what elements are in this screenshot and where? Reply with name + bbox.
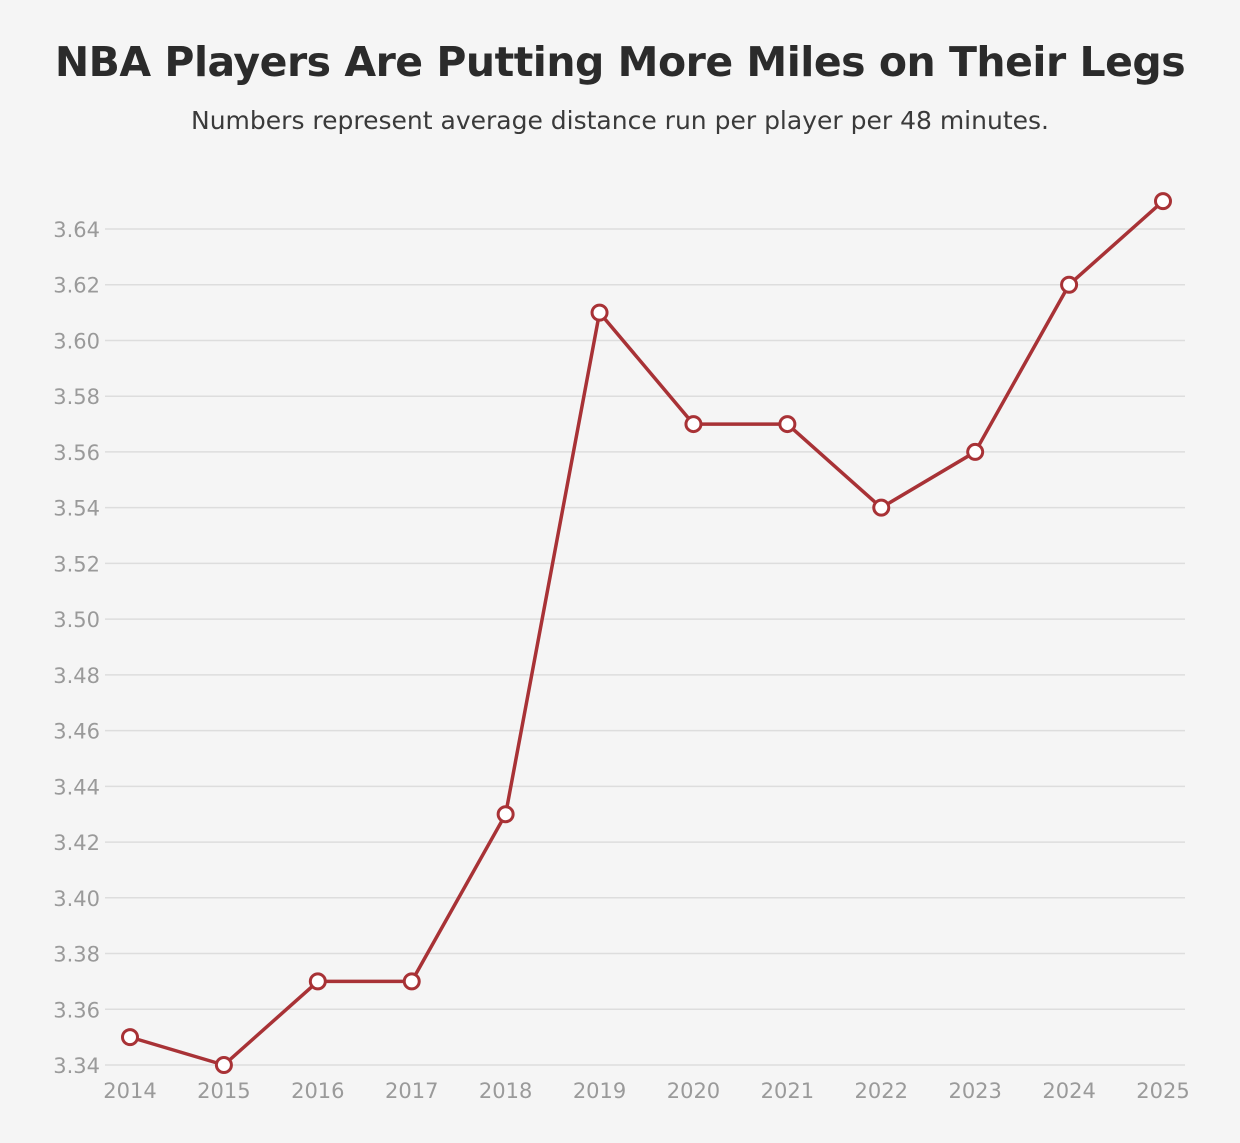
data-points <box>121 192 1172 1074</box>
y-tick-label: 3.46 <box>53 720 100 744</box>
y-tick-label: 3.58 <box>53 385 100 409</box>
y-tick-label: 3.60 <box>53 329 100 353</box>
y-tick-label: 3.38 <box>53 943 100 967</box>
data-point <box>214 1056 233 1074</box>
x-tick-label: 2018 <box>479 1079 532 1103</box>
x-tick-label: 2017 <box>385 1079 438 1103</box>
x-tick-label: 2024 <box>1042 1079 1095 1103</box>
y-axis-ticks: 3.34 3.36 3.38 3.40 3.42 3.44 3.46 3.48 3.50 3.52… <box>53 218 100 1078</box>
data-point <box>402 972 421 991</box>
series-line-layer <box>128 199 1165 1067</box>
data-point <box>1154 192 1172 211</box>
y-tick-label: 3.52 <box>53 552 100 576</box>
x-tick-label: 2023 <box>948 1079 1001 1103</box>
y-tick-label: 3.64 <box>53 218 100 242</box>
x-tick-label: 2021 <box>761 1079 814 1103</box>
data-point <box>496 805 515 824</box>
data-point <box>121 1028 139 1047</box>
data-point <box>778 415 797 434</box>
x-tick-label: 2014 <box>103 1079 156 1103</box>
x-tick-label: 2016 <box>291 1079 344 1103</box>
y-tick-label: 3.62 <box>53 274 100 298</box>
data-point <box>1060 275 1079 294</box>
y-tick-label: 3.42 <box>53 831 100 855</box>
data-point <box>684 415 703 434</box>
x-tick-label: 2015 <box>197 1079 250 1103</box>
y-tick-label: 3.36 <box>53 998 100 1022</box>
grid-lines <box>105 228 1185 1066</box>
y-tick-label: 3.40 <box>53 887 100 911</box>
series-line <box>128 199 1165 1067</box>
y-tick-label: 3.34 <box>53 1054 100 1078</box>
chart-title: NBA Players Are Putting More Miles on Th… <box>54 38 1186 86</box>
y-tick-label: 3.48 <box>53 664 100 688</box>
x-axis-ticks: 2014 2015 2016 2017 2018 2019 2020 2021 2022 2023… <box>103 1079 1189 1103</box>
data-point <box>872 498 891 517</box>
y-tick-label: 3.56 <box>53 441 100 465</box>
x-tick-label: 2022 <box>855 1079 908 1103</box>
x-tick-label: 2025 <box>1136 1079 1189 1103</box>
data-point <box>966 442 985 461</box>
y-tick-label: 3.54 <box>53 497 100 521</box>
x-tick-label: 2020 <box>667 1079 720 1103</box>
chart-subtitle: Numbers represent average distance run p… <box>191 106 1049 135</box>
data-point <box>308 972 327 991</box>
x-tick-label: 2019 <box>573 1079 626 1103</box>
y-tick-label: 3.44 <box>53 775 100 799</box>
data-point <box>590 303 609 322</box>
y-tick-label: 3.50 <box>53 608 100 632</box>
